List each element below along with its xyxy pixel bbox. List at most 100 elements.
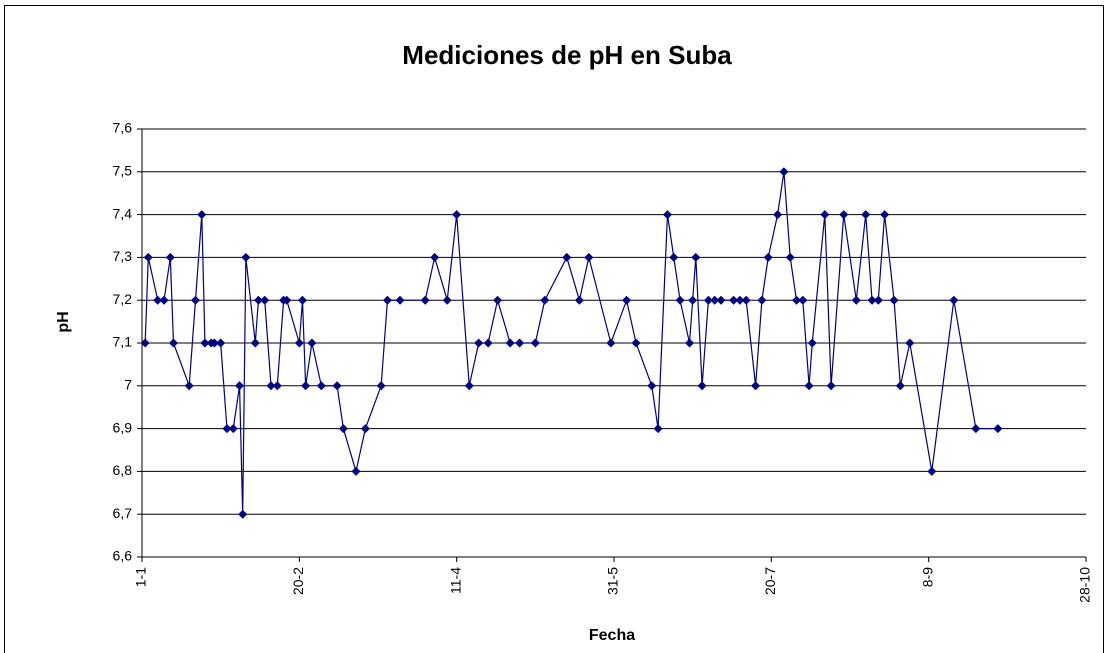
data-point (307, 338, 317, 348)
chart-title: Mediciones de pH en Suba (402, 40, 732, 70)
data-point (301, 381, 311, 391)
data-point (272, 381, 282, 391)
x-tick-label: 11-4 (447, 567, 463, 594)
data-point (662, 210, 672, 220)
data-point (716, 295, 726, 305)
data-point (165, 252, 175, 262)
data-point (785, 252, 795, 262)
data-point (880, 210, 890, 220)
y-tick-label: 7,2 (113, 291, 133, 307)
data-point (153, 295, 163, 305)
data-point (360, 424, 370, 434)
y-tick-label: 7,4 (113, 205, 133, 221)
data-point (631, 338, 641, 348)
y-tick-label: 6,9 (113, 419, 133, 435)
data-point (253, 295, 263, 305)
data-point (420, 295, 430, 305)
chart-border (4, 5, 1104, 653)
data-point (851, 295, 861, 305)
data-point (584, 252, 594, 262)
data-point (820, 210, 830, 220)
data-point (474, 338, 484, 348)
data-point (867, 295, 877, 305)
data-point (260, 295, 270, 305)
data-point (697, 381, 707, 391)
data-point (688, 295, 698, 305)
data-point (483, 338, 493, 348)
data-point (266, 381, 276, 391)
data-point (540, 295, 550, 305)
data-point (190, 295, 200, 305)
data-point (905, 338, 915, 348)
data-point (574, 295, 584, 305)
data-point (889, 295, 899, 305)
data-point (235, 381, 245, 391)
x-tick-label: 20-2 (290, 567, 306, 595)
data-point (294, 338, 304, 348)
data-point (515, 338, 525, 348)
x-tick-label: 8-9 (919, 567, 935, 587)
data-point (993, 424, 1003, 434)
data-point (751, 381, 761, 391)
y-tick-label: 6,6 (113, 548, 133, 564)
data-point (200, 338, 210, 348)
data-point (826, 381, 836, 391)
data-point (757, 295, 767, 305)
data-point (895, 381, 905, 391)
y-tick-label: 7,5 (113, 163, 133, 179)
data-point (669, 252, 679, 262)
data-point (773, 210, 783, 220)
data-point (316, 381, 326, 391)
data-point (622, 295, 632, 305)
data-point (442, 295, 452, 305)
data-point (351, 466, 361, 476)
data-point (464, 381, 474, 391)
data-point (653, 424, 663, 434)
data-point (332, 381, 342, 391)
y-tick-label: 7 (124, 377, 132, 393)
data-point (238, 509, 248, 519)
data-point (792, 295, 802, 305)
data-point (530, 338, 540, 348)
data-point (222, 424, 232, 434)
data-point (873, 295, 883, 305)
data-point (209, 338, 219, 348)
data-point (647, 381, 657, 391)
data-point (691, 252, 701, 262)
data-point (735, 295, 745, 305)
data-point (927, 466, 937, 476)
data-point (779, 167, 789, 177)
data-point (703, 295, 713, 305)
data-point (250, 338, 260, 348)
data-point (685, 338, 695, 348)
data-point (949, 295, 959, 305)
data-point (282, 295, 292, 305)
data-point (382, 295, 392, 305)
data-point (395, 295, 405, 305)
data-point (376, 381, 386, 391)
data-point (839, 210, 849, 220)
data-point (216, 338, 226, 348)
data-point (741, 295, 751, 305)
data-point (452, 210, 462, 220)
data-point (159, 295, 169, 305)
y-tick-label: 7,1 (113, 334, 133, 350)
y-tick-label: 6,8 (113, 462, 133, 478)
data-point (763, 252, 773, 262)
data-point (297, 295, 307, 305)
data-point (140, 338, 150, 348)
data-point (861, 210, 871, 220)
data-point (184, 381, 194, 391)
data-point (505, 338, 515, 348)
data-point (804, 381, 814, 391)
data-point (971, 424, 981, 434)
data-point (729, 295, 739, 305)
data-point (606, 338, 616, 348)
data-point (493, 295, 503, 305)
data-point (338, 424, 348, 434)
x-tick-label: 1-1 (133, 567, 149, 587)
data-point (197, 210, 207, 220)
x-tick-label: 31-5 (605, 567, 621, 595)
data-point (798, 295, 808, 305)
